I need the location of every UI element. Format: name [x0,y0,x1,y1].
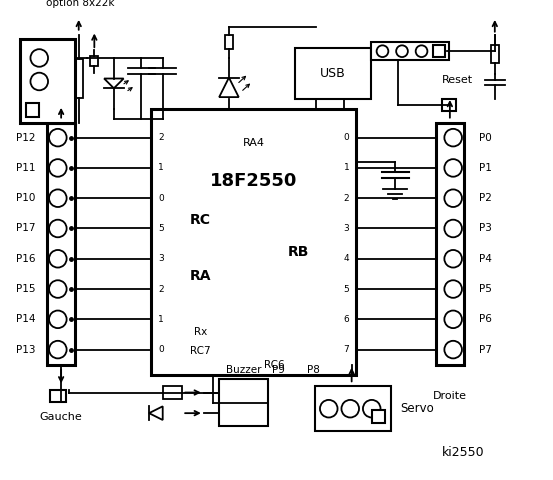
Text: 0: 0 [343,133,349,142]
Text: 2: 2 [343,194,349,203]
Text: 0: 0 [158,345,164,354]
Text: 5: 5 [343,285,349,294]
Text: RC6: RC6 [264,360,284,370]
Bar [433,45,445,57]
Bar [50,390,66,402]
Text: P11: P11 [16,163,36,173]
Text: P16: P16 [16,254,36,264]
Text: 1: 1 [158,315,164,324]
Text: RC7: RC7 [190,346,211,356]
Bar [48,122,75,365]
Text: P0: P0 [479,132,492,143]
Text: P7: P7 [478,345,492,355]
Bar [436,122,463,365]
Bar [25,103,39,117]
Text: P13: P13 [16,345,36,355]
Text: RB: RB [288,245,309,259]
Text: P1: P1 [478,163,492,173]
Text: Droite: Droite [433,391,467,401]
Text: 3: 3 [158,254,164,263]
Bar [75,59,82,98]
Bar [220,379,268,426]
Text: P2: P2 [478,193,492,203]
Text: 3: 3 [343,224,349,233]
Text: P8: P8 [307,365,320,374]
Text: 4: 4 [343,254,349,263]
Text: 2: 2 [158,133,164,142]
Text: RA: RA [190,269,211,283]
Text: RC: RC [190,214,211,228]
Bar [91,56,98,66]
Text: ki2550: ki2550 [442,446,485,459]
Text: USB: USB [320,67,346,80]
Text: 0: 0 [158,194,164,203]
Text: 18F2550: 18F2550 [210,171,297,190]
Bar [372,409,385,423]
Text: 2: 2 [158,285,164,294]
Text: 5: 5 [158,224,164,233]
Text: P3: P3 [478,224,492,233]
Bar [295,48,371,99]
Text: option 8x22k: option 8x22k [46,0,115,8]
Bar [315,386,392,431]
Text: Reset: Reset [442,74,473,84]
Text: 7: 7 [343,345,349,354]
Text: P10: P10 [16,193,35,203]
Text: 1: 1 [158,163,164,172]
Text: Gauche: Gauche [40,412,82,422]
Bar [442,99,456,111]
Text: 1: 1 [343,163,349,172]
Text: Servo: Servo [400,402,434,415]
Text: P4: P4 [478,254,492,264]
Text: Buzzer: Buzzer [226,365,262,374]
Text: 6: 6 [343,315,349,324]
Text: P12: P12 [16,132,36,143]
Bar [163,386,182,399]
Bar [20,39,75,123]
Text: P17: P17 [16,224,36,233]
Text: P14: P14 [16,314,36,324]
Bar [491,45,499,63]
Bar [151,109,356,374]
Bar [225,36,233,49]
Text: RA4: RA4 [243,138,264,148]
Text: P15: P15 [16,284,36,294]
Text: Rx: Rx [194,327,207,337]
Bar [371,42,449,60]
Text: P5: P5 [478,284,492,294]
Text: P9: P9 [272,365,284,374]
Text: P6: P6 [478,314,492,324]
